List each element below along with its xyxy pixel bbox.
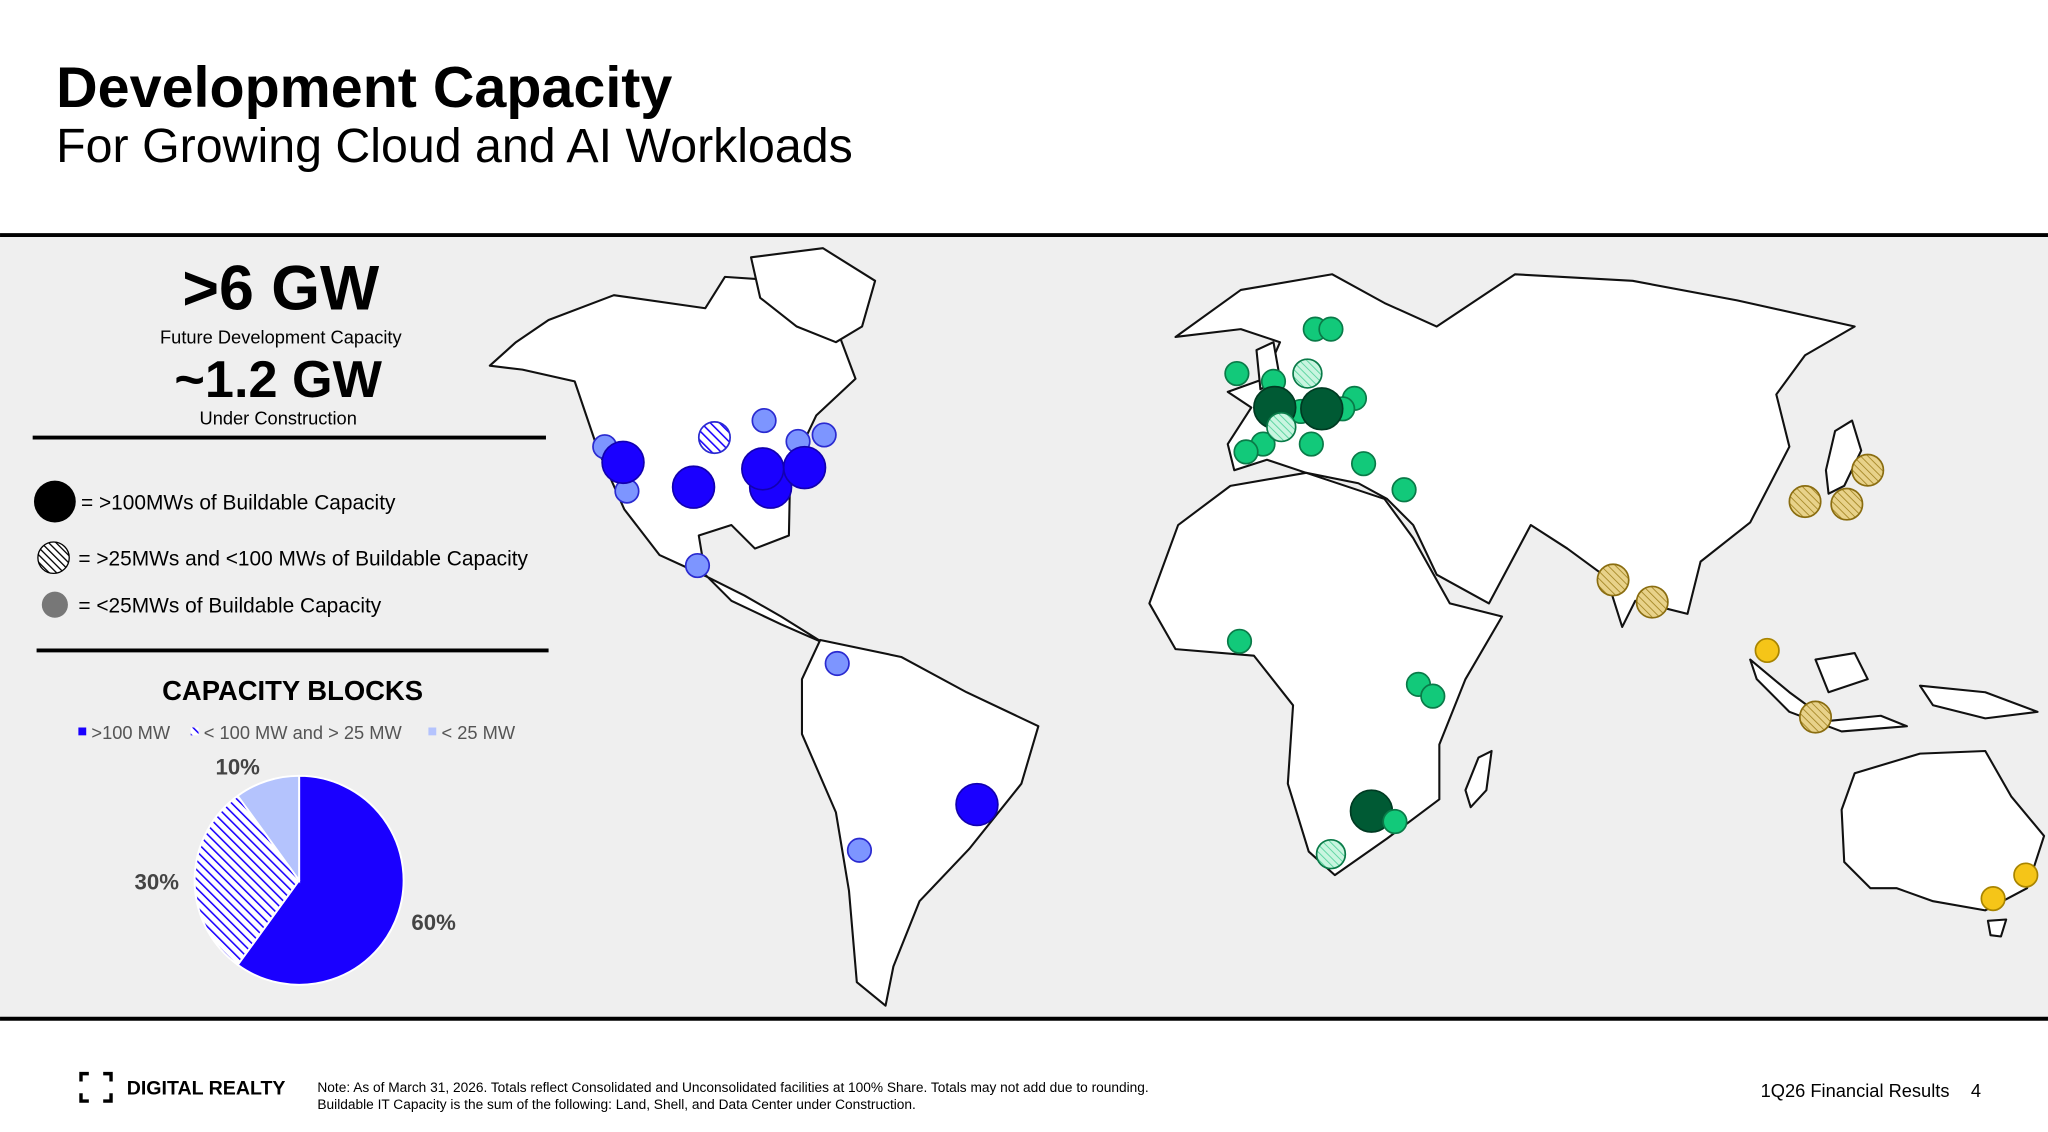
site-marker	[1754, 637, 1780, 664]
site-marker	[1788, 485, 1822, 519]
site-marker	[1980, 885, 2006, 912]
site-marker	[1226, 628, 1253, 654]
site-marker	[1596, 563, 1630, 597]
pie-slice	[236, 774, 405, 986]
key-text: = >100MWs of Buildable Capacity	[81, 491, 396, 514]
site-marker	[1315, 838, 1347, 870]
world-map	[488, 247, 2046, 1007]
site-marker	[1830, 487, 1864, 521]
site-marker	[697, 421, 731, 455]
page-number: 4	[1971, 1080, 1981, 1101]
key-text: = >25MWs and <100 MWs of Buildable Capac…	[78, 548, 528, 571]
site-marker	[741, 447, 785, 491]
tasmania	[1986, 918, 2008, 938]
north-america	[488, 275, 857, 644]
site-marker	[1300, 387, 1344, 431]
site-marker	[1635, 585, 1669, 619]
legend-swatch	[78, 727, 87, 736]
site-marker	[751, 407, 777, 434]
subtitle: For Growing Cloud and AI Workloads	[56, 119, 853, 173]
japan	[1824, 419, 1863, 495]
site-marker	[811, 422, 837, 448]
site-marker	[601, 440, 645, 485]
australia	[1840, 749, 2046, 912]
south-america	[800, 638, 1040, 1007]
site-marker	[1851, 453, 1885, 487]
site-marker	[824, 650, 850, 677]
key-text: = <25MWs of Buildable Capacity	[78, 595, 381, 618]
brand: DIGITAL REALTY	[127, 1078, 286, 1100]
legend-label: < 100 MW and > 25 MW	[204, 722, 403, 743]
site-marker	[1391, 477, 1417, 503]
stat-value: >6 GW	[182, 254, 380, 324]
chart-title: CAPACITY BLOCKS	[162, 675, 423, 706]
greenland	[749, 247, 877, 344]
key-icon	[33, 480, 76, 523]
key-icon	[37, 541, 70, 575]
site-marker	[1233, 439, 1259, 465]
data-label: 10%	[216, 755, 261, 780]
site-marker	[1350, 451, 1377, 477]
site-marker	[1224, 360, 1250, 387]
site-marker	[955, 782, 999, 827]
data-label: 30%	[135, 869, 180, 894]
legend-swatch	[190, 727, 199, 736]
stat-label: Future Development Capacity	[160, 327, 402, 348]
report-name: 1Q26 Financial Results	[1761, 1080, 1950, 1101]
legend-swatch	[428, 727, 437, 736]
footnote: Buildable IT Capacity is the sum of the …	[317, 1097, 915, 1112]
pie-chart: 60% 30% 10% >100 MW < 100 MW and > 25 MW < 25…	[78, 722, 516, 986]
site-marker	[2013, 862, 2039, 888]
site-marker	[1266, 411, 1297, 443]
legend-label: < 25 MW	[441, 722, 515, 743]
stat-label: Under Construction	[200, 407, 357, 428]
site-marker	[1318, 316, 1344, 342]
site-marker	[684, 552, 711, 579]
title: Development Capacity	[56, 56, 672, 120]
site-marker	[782, 445, 827, 490]
key-icon	[41, 591, 68, 618]
site-marker	[846, 837, 873, 863]
logo	[79, 1071, 113, 1103]
legend-label: >100 MW	[91, 722, 170, 743]
site-marker	[1292, 358, 1323, 389]
site-marker	[1382, 808, 1408, 835]
madagascar	[1464, 749, 1493, 809]
stat-value: ~1.2 GW	[174, 351, 382, 409]
site-marker	[1798, 700, 1833, 734]
pie-slice	[193, 794, 301, 967]
indonesia	[1749, 652, 2039, 733]
data-label: 60%	[411, 910, 456, 935]
site-marker	[1298, 431, 1324, 457]
africa	[1148, 471, 1504, 877]
site-marker	[671, 465, 716, 509]
site-marker	[1420, 683, 1446, 709]
sites	[592, 316, 2039, 912]
footnote: Note: As of March 31, 2026. Totals refle…	[317, 1080, 1148, 1095]
pie-slice	[236, 774, 301, 884]
